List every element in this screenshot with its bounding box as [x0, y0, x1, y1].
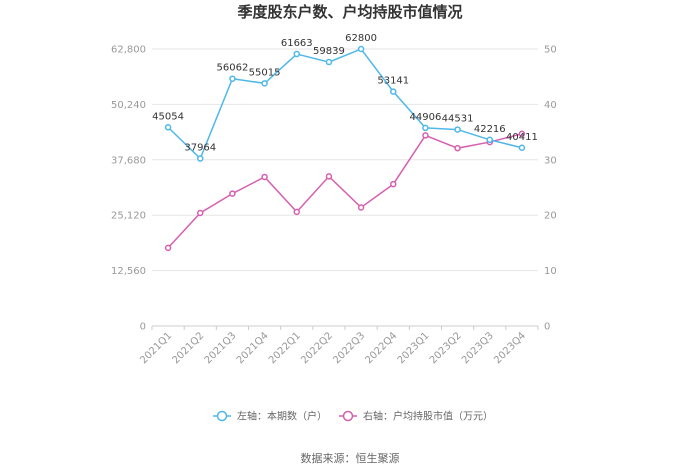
- x-tick-label: 2023Q2: [428, 330, 464, 366]
- x-tick-label: 2022Q2: [299, 330, 335, 366]
- data-point: [261, 80, 268, 87]
- data-label: 56062: [217, 63, 249, 74]
- right-tick-label: 40: [544, 100, 557, 111]
- x-axis: 2021Q12021Q22021Q32021Q42022Q12022Q22022…: [138, 326, 539, 366]
- left-tick-label: 62,800: [111, 45, 146, 56]
- left-axis: 0 12,560 25,120 37,680 50,240 62,800: [111, 45, 146, 333]
- legend-item-avg-holding-value: 右轴：户均持股市值（万元）: [339, 410, 493, 423]
- x-tick-label: 2023Q4: [492, 330, 528, 366]
- data-point: [229, 190, 236, 197]
- data-label: 59839: [313, 46, 345, 57]
- series-avg-holding-value: [164, 130, 526, 252]
- series-line: [167, 133, 523, 249]
- data-point: [325, 58, 333, 66]
- x-tick-label: 2021Q4: [235, 330, 271, 366]
- data-point: [454, 126, 461, 133]
- data-label: 40411: [506, 132, 538, 143]
- data-point: [518, 144, 526, 152]
- data-label: 45054: [152, 111, 184, 122]
- data-point: [293, 50, 300, 58]
- data-point: [390, 180, 397, 188]
- data-point: [390, 88, 397, 95]
- data-label: 61663: [281, 38, 313, 49]
- legend-label: 左轴：本期数（户）: [237, 410, 327, 423]
- left-tick-label: 12,560: [111, 266, 146, 277]
- data-point: [164, 124, 172, 131]
- left-tick-label: 0: [140, 322, 146, 333]
- legend-item-shareholders: 左轴：本期数（户）: [213, 410, 327, 423]
- right-tick-label: 50: [544, 45, 557, 56]
- right-tick-label: 0: [544, 322, 550, 333]
- data-label: 42216: [474, 124, 506, 135]
- data-point: [325, 173, 333, 180]
- left-tick-label: 37,680: [111, 155, 146, 166]
- data-point: [229, 75, 236, 82]
- right-tick-label: 20: [544, 211, 557, 222]
- data-point: [422, 124, 429, 132]
- data-point: [197, 155, 204, 162]
- x-tick-label: 2021Q1: [138, 330, 174, 366]
- data-point: [261, 173, 268, 181]
- x-tick-label: 2023Q3: [460, 330, 496, 366]
- data-point: [454, 144, 461, 152]
- data-label: 55015: [249, 67, 281, 78]
- right-axis: 0 10 20 30 40 50: [544, 45, 557, 333]
- legend-marker: [216, 410, 228, 422]
- data-point: [164, 244, 172, 252]
- data-point: [486, 136, 493, 144]
- x-tick-label: 2021Q3: [203, 330, 239, 366]
- right-tick-label: 30: [544, 155, 557, 166]
- data-point: [357, 204, 365, 211]
- data-point: [357, 45, 365, 53]
- legend: 左轴：本期数（户） 右轴：户均持股市值（万元）: [213, 410, 493, 423]
- x-tick-label: 2022Q3: [331, 330, 367, 366]
- gridlines: [152, 48, 538, 327]
- data-point: [197, 209, 204, 217]
- x-tick-label: 2022Q1: [267, 330, 303, 366]
- data-source: 数据来源：恒生聚源: [301, 451, 400, 465]
- left-tick-label: 50,240: [111, 100, 146, 111]
- series-line: [167, 48, 523, 160]
- data-label: 44531: [442, 114, 474, 125]
- x-tick-label: 2021Q2: [171, 330, 207, 366]
- data-label: 62800: [345, 33, 377, 44]
- left-tick-label: 25,120: [111, 211, 146, 222]
- x-tick-label: 2022Q4: [364, 330, 400, 366]
- data-label: 44906: [410, 112, 442, 123]
- data-label: 37964: [184, 143, 216, 154]
- chart-title: 季度股东户数、户均持股市值情况: [237, 3, 462, 21]
- legend-label: 右轴：户均持股市值（万元）: [363, 410, 493, 423]
- data-point: [518, 130, 526, 138]
- legend-marker: [342, 410, 354, 422]
- x-tick-label: 2023Q1: [396, 330, 432, 366]
- data-point: [293, 208, 300, 216]
- data-point: [422, 132, 429, 139]
- data-label: 53141: [377, 76, 409, 87]
- right-tick-label: 10: [544, 266, 557, 277]
